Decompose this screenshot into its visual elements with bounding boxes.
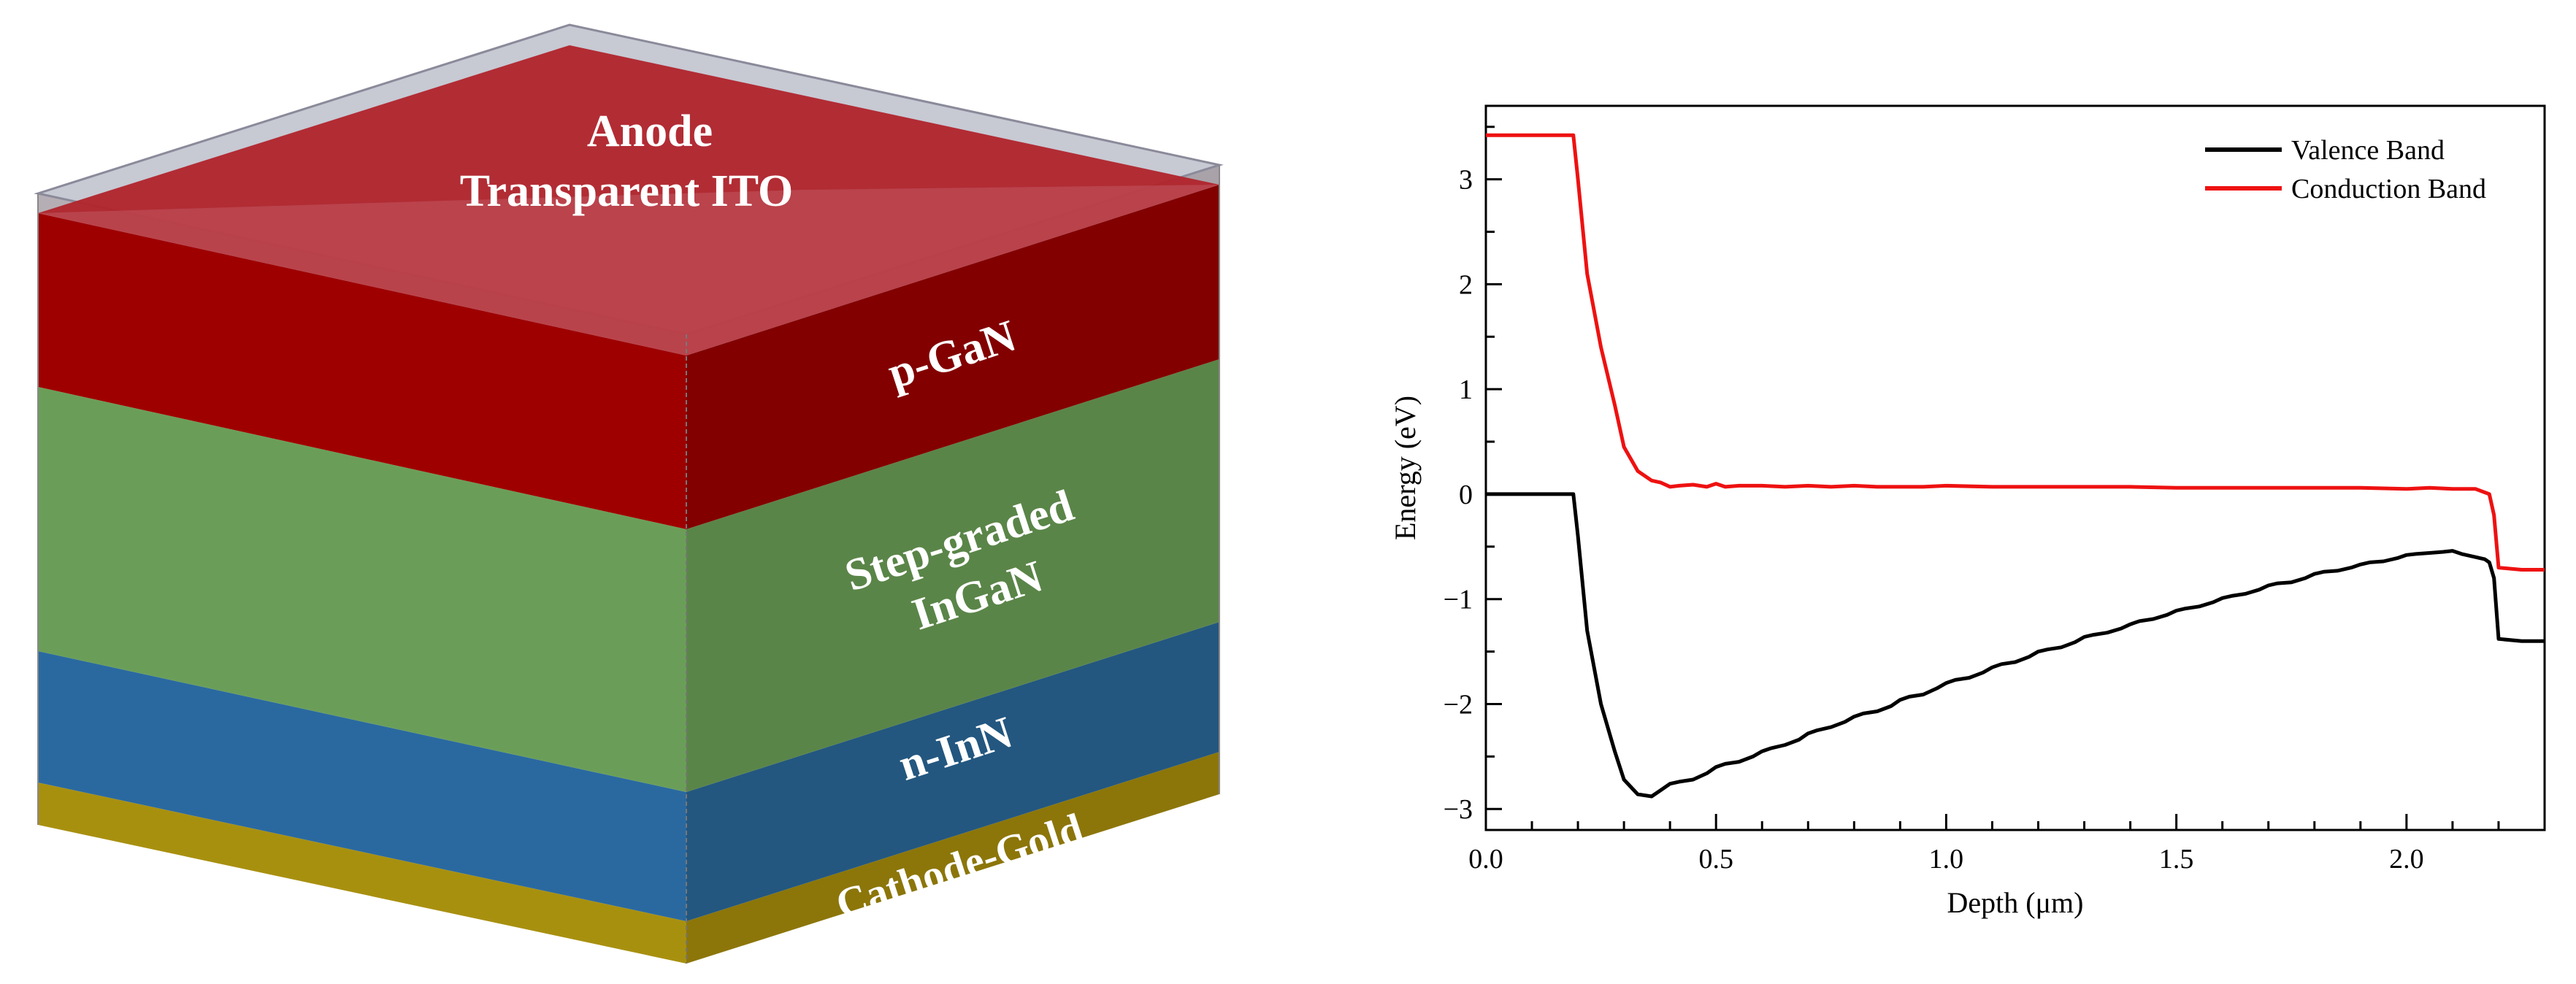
series-valence-band [1486,492,2545,799]
y-tick-label: 1 [1459,374,1473,405]
legend: Valence Band Conduction Band [2205,135,2486,204]
x-tick-label: 0.0 [1468,844,1503,875]
band-diagram-chart: 0.0 0.5 1.0 1.5 2.0 3 2 1 0 −1 −2 −3 Depth (μm) En… [1389,104,2546,919]
pgan-right-face [686,185,1219,529]
y-tick-label: 2 [1459,269,1473,300]
legend-label-conduction: Conduction Band [2291,174,2486,204]
y-axis-title: Energy (eV) [1389,396,1422,540]
device-stack-diagram: Anode Transparent ITO p-GaN Step-graded … [34,23,1224,964]
plot-frame [1484,104,2546,831]
y-axis: 3 2 1 0 −1 −2 −3 [1444,126,1502,825]
x-tick-label: 1.5 [2159,844,2194,875]
ito-top-sheen [38,185,1219,355]
x-tick-label: 2.0 [2389,844,2424,875]
y-tick-label: −3 [1444,794,1473,825]
ingan-left-face [38,387,686,792]
legend-label-valence: Valence Band [2291,135,2445,166]
x-tick-label: 0.5 [1698,844,1733,875]
ito-top-face [38,45,1219,355]
y-tick-label: −2 [1444,689,1473,720]
y-tick-label: 3 [1459,165,1473,196]
x-axis: 0.0 0.5 1.0 1.5 2.0 [1468,814,2546,875]
x-tick-label: 1.0 [1929,844,1964,875]
y-tick-label: −1 [1444,585,1473,615]
ninn-right-face [686,622,1219,921]
y-tick-label: 0 [1459,480,1473,510]
pgan-left-face [38,213,686,529]
series-layer [1486,133,2545,799]
ingan-right-face [686,359,1219,792]
ninn-left-face [38,651,686,921]
series-conduction-band [1486,133,2545,572]
ito-label-line2: Transparent ITO [460,166,794,216]
x-axis-title: Depth (μm) [1947,886,2084,919]
ito-label-line1: Anode [587,107,713,156]
gold-left-face [38,783,686,964]
gold-right-face [686,752,1219,964]
